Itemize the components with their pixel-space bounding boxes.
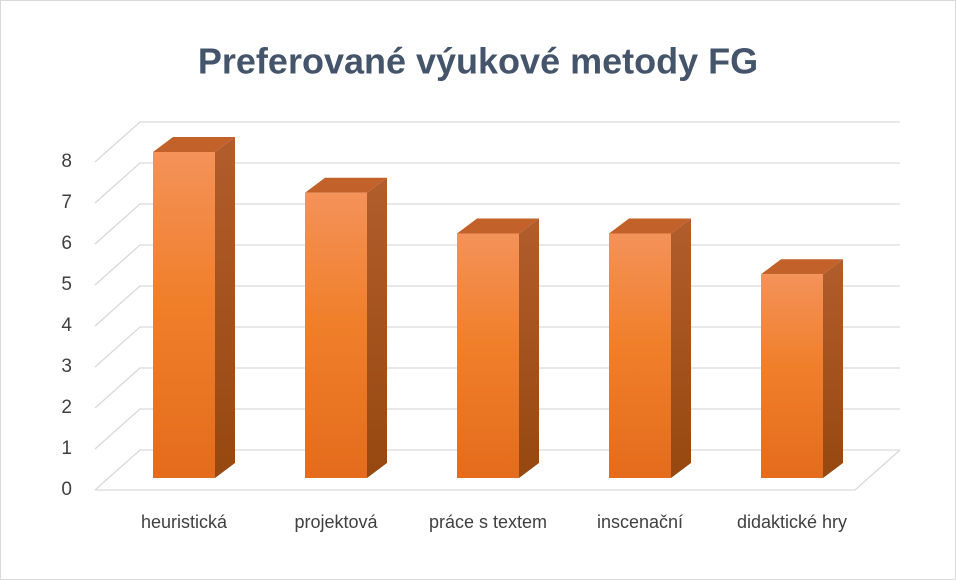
x-tick-label: práce s textem	[429, 512, 547, 532]
bar	[305, 177, 387, 478]
y-tick-label: 0	[61, 479, 72, 500]
bar-top	[153, 137, 235, 152]
bar-side	[367, 177, 387, 478]
chart-title: Preferované výukové metody FG	[198, 41, 758, 82]
x-tick-label: heuristická	[141, 512, 228, 532]
bar	[457, 218, 539, 478]
bar-top	[457, 218, 539, 234]
bar	[609, 218, 691, 478]
x-tick-label: projektová	[294, 512, 378, 532]
bar-front	[761, 274, 823, 478]
bar-top	[761, 259, 843, 275]
grid-line	[94, 162, 900, 204]
bar-front	[305, 192, 367, 478]
floor-edge	[95, 449, 901, 491]
bar-front	[609, 233, 671, 478]
bar-side	[519, 218, 539, 478]
y-tick-label: 5	[61, 274, 72, 295]
bar	[761, 259, 843, 478]
bar	[153, 137, 235, 478]
y-tick-label: 2	[61, 397, 72, 418]
y-tick-label: 7	[61, 192, 72, 213]
y-tick-label: 6	[61, 233, 72, 254]
y-tick-label: 4	[61, 315, 72, 336]
x-tick-label: didaktické hry	[737, 512, 847, 532]
bar-side	[671, 218, 691, 478]
bar-top	[305, 177, 387, 193]
bar-front	[457, 233, 519, 478]
y-tick-label: 8	[61, 151, 72, 172]
y-tick-label: 3	[61, 356, 72, 377]
bar-side	[215, 137, 235, 478]
grid-line	[94, 121, 900, 163]
bar-front	[153, 152, 215, 478]
bar-side	[823, 259, 843, 478]
x-tick-label: inscenační	[597, 512, 683, 532]
grid-line	[94, 203, 900, 245]
y-tick-label: 1	[61, 438, 72, 459]
bar-top	[609, 218, 691, 234]
